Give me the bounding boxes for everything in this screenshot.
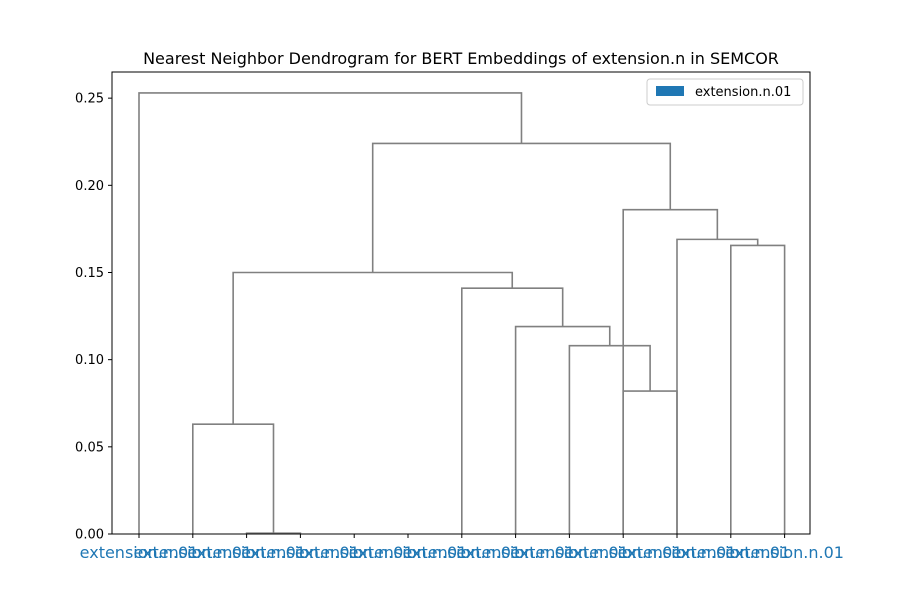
dendrogram-link xyxy=(371,142,672,273)
leaf-label: extension.n.01 xyxy=(349,543,468,562)
dendrogram-link xyxy=(622,390,678,534)
dendrogram-link xyxy=(622,208,719,534)
plot-frame xyxy=(111,71,811,535)
leaf-label: extension.n.01 xyxy=(241,543,360,562)
dendrogram-link xyxy=(730,244,786,534)
y-tick-label: 0.05 xyxy=(75,440,104,455)
leaf-label: extension.n.01 xyxy=(510,543,629,562)
y-tick-label: 0.25 xyxy=(75,92,104,107)
y-axis: 0.00 0.05 0.10 0.15 0.20 0.25 xyxy=(75,92,112,543)
y-tick-label: 0.20 xyxy=(75,179,104,194)
y-tick-label: 0.00 xyxy=(75,528,104,543)
y-tick-label: 0.10 xyxy=(75,353,104,368)
legend-frame xyxy=(646,78,804,106)
leaf-label: extension.n.01 xyxy=(456,543,575,562)
leaf-label: extension.n.01 xyxy=(133,543,252,562)
legend-swatch xyxy=(656,86,684,96)
leaf-label: extension.n.01 xyxy=(564,543,683,562)
dendrogram-link xyxy=(514,325,611,534)
leaf-label: extension.n.01 xyxy=(187,543,306,562)
chart-title: Nearest Neighbor Dendrogram for BERT Emb… xyxy=(143,49,779,68)
leaf-label: extension.n.01 xyxy=(671,543,790,562)
legend: extension.n.01 xyxy=(646,78,804,106)
dendrogram-link xyxy=(461,287,564,534)
dendrogram-link xyxy=(568,344,651,534)
dendrogram-link xyxy=(192,423,275,534)
y-tick-label: 0.15 xyxy=(75,266,104,281)
leaf-label: extension.n.01 xyxy=(618,543,737,562)
dendrogram-link xyxy=(232,271,514,425)
dendrogram-link xyxy=(676,238,759,534)
leaf-label: extension.n.01 xyxy=(402,543,521,562)
leaf-label: extension.n.01 xyxy=(80,543,199,562)
leaf-labels: extension.n.01extension.n.01extension.n.… xyxy=(80,534,844,562)
legend-label: extension.n.01 xyxy=(695,85,791,100)
leaf-label: extension.n.01 xyxy=(295,543,414,562)
dendrogram-link xyxy=(138,92,523,534)
dendrogram-links xyxy=(138,92,786,534)
leaf-label: extension.n.01 xyxy=(725,543,844,562)
